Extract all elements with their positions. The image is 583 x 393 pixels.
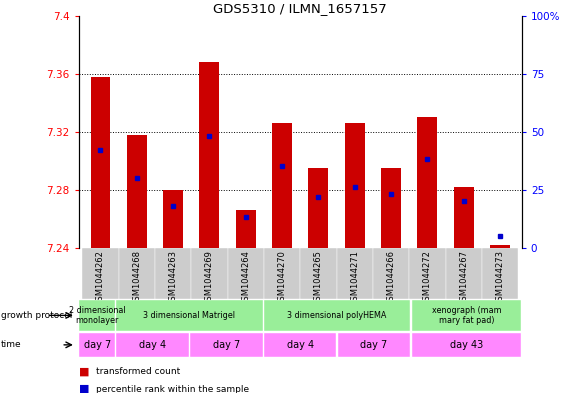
Text: growth protocol: growth protocol <box>1 311 72 320</box>
Bar <box>82 248 119 299</box>
Bar <box>117 300 262 331</box>
Text: day 7: day 7 <box>213 340 240 350</box>
Text: GSM1044265: GSM1044265 <box>314 250 323 306</box>
Text: GSM1044273: GSM1044273 <box>496 250 504 306</box>
Text: day 4: day 4 <box>287 340 314 350</box>
Text: day 7: day 7 <box>360 340 388 350</box>
Bar <box>119 248 155 299</box>
Bar <box>454 187 473 248</box>
Text: ■: ■ <box>79 384 89 393</box>
Text: 2 dimensional
monolayer: 2 dimensional monolayer <box>69 306 125 325</box>
Text: GSM1044263: GSM1044263 <box>168 250 178 306</box>
Text: 3 dimensional Matrigel: 3 dimensional Matrigel <box>143 311 236 320</box>
Text: GSM1044262: GSM1044262 <box>96 250 105 306</box>
Bar <box>264 333 336 357</box>
Text: day 4: day 4 <box>139 340 166 350</box>
Bar <box>79 300 115 331</box>
Text: xenograph (mam
mary fat pad): xenograph (mam mary fat pad) <box>431 306 501 325</box>
Bar <box>227 248 264 299</box>
Text: time: time <box>1 340 21 349</box>
Text: percentile rank within the sample: percentile rank within the sample <box>96 385 250 393</box>
Text: GSM1044269: GSM1044269 <box>205 250 214 306</box>
Text: 3 dimensional polyHEMA: 3 dimensional polyHEMA <box>287 311 387 320</box>
Text: GSM1044267: GSM1044267 <box>459 250 468 306</box>
Text: GSM1044272: GSM1044272 <box>423 250 432 306</box>
Text: ■: ■ <box>79 366 89 376</box>
Bar <box>191 248 227 299</box>
Bar <box>90 77 111 248</box>
Text: day 43: day 43 <box>449 340 483 350</box>
Bar <box>236 210 256 248</box>
Text: GSM1044264: GSM1044264 <box>241 250 250 306</box>
Text: transformed count: transformed count <box>96 367 181 376</box>
Bar <box>308 168 328 248</box>
Bar <box>155 248 191 299</box>
Bar <box>264 248 300 299</box>
Bar <box>482 248 518 299</box>
Bar <box>345 123 365 248</box>
Bar <box>490 245 510 248</box>
Bar <box>445 248 482 299</box>
Bar <box>264 300 410 331</box>
Bar <box>163 190 183 248</box>
Bar <box>79 333 115 357</box>
Text: GSM1044271: GSM1044271 <box>350 250 359 306</box>
Text: GSM1044270: GSM1044270 <box>278 250 287 306</box>
Bar <box>409 248 445 299</box>
Bar <box>300 248 336 299</box>
Bar <box>272 123 292 248</box>
Bar <box>338 333 410 357</box>
Bar <box>412 300 521 331</box>
Bar <box>381 168 401 248</box>
Bar <box>417 117 437 248</box>
Bar <box>199 62 219 248</box>
Text: GSM1044266: GSM1044266 <box>387 250 395 306</box>
Title: GDS5310 / ILMN_1657157: GDS5310 / ILMN_1657157 <box>213 2 387 15</box>
Bar <box>127 134 147 248</box>
Bar <box>117 333 189 357</box>
Bar <box>336 248 373 299</box>
Bar <box>412 333 521 357</box>
Text: GSM1044268: GSM1044268 <box>132 250 141 306</box>
Bar <box>373 248 409 299</box>
Text: day 7: day 7 <box>83 340 111 350</box>
Bar <box>190 333 262 357</box>
